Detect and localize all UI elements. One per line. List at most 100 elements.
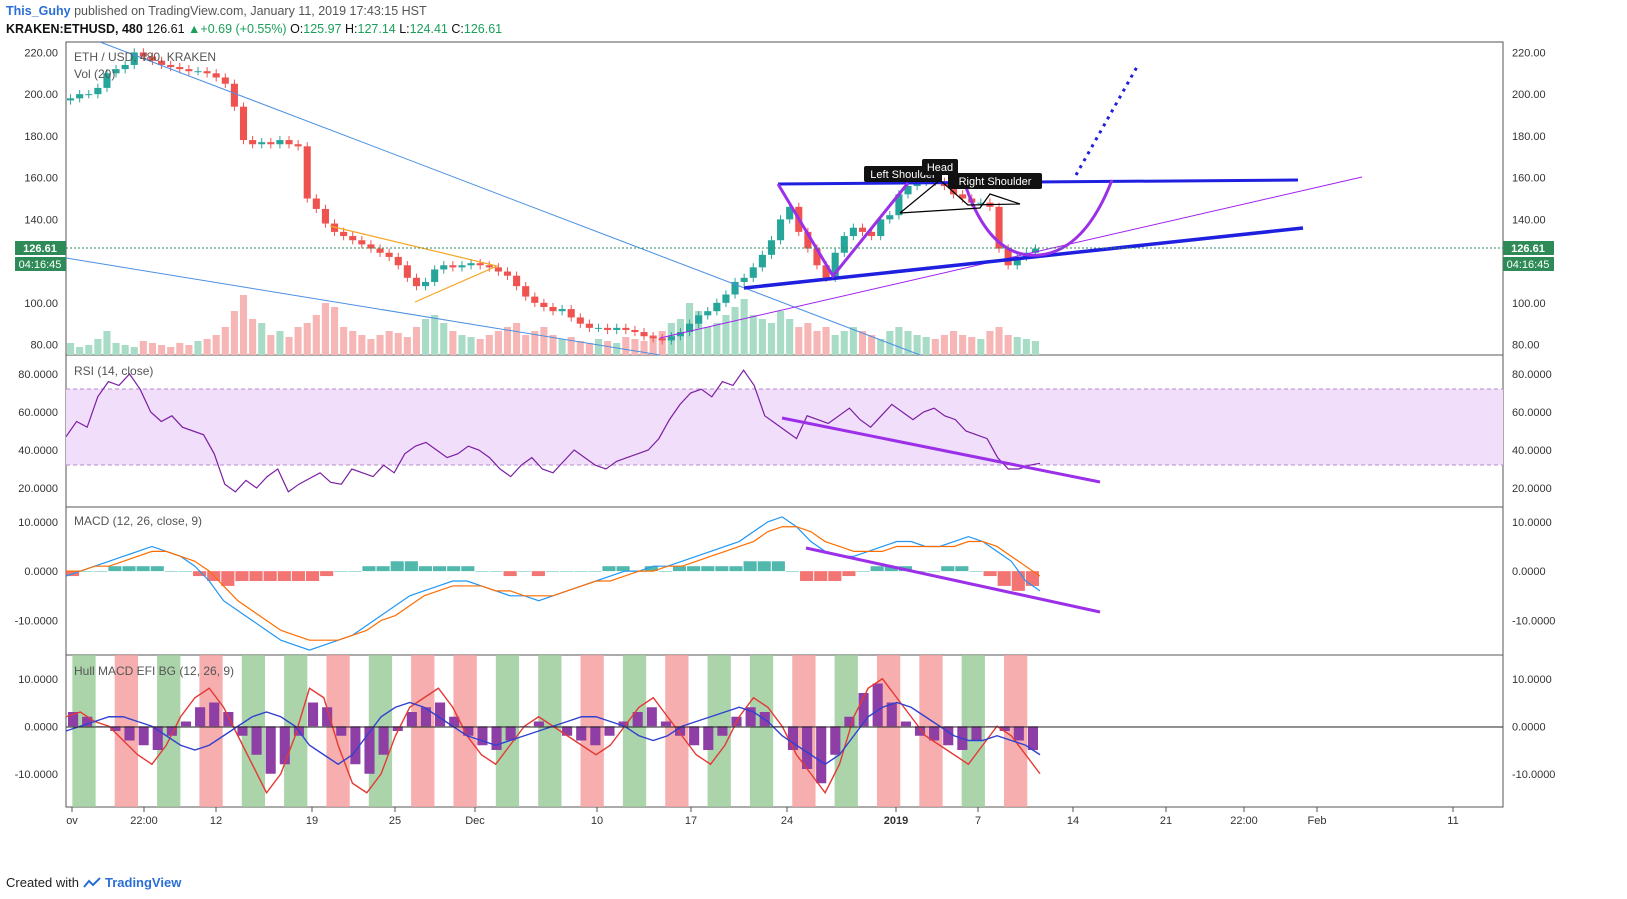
chart-area[interactable]: Left Shoulder Head Right Shoulder ETH / … — [0, 0, 1627, 870]
x-tick-label: 22:00 — [1230, 815, 1258, 827]
candle-body — [549, 307, 557, 312]
candle-body — [1013, 256, 1021, 266]
volume-bar — [376, 335, 384, 355]
signal-line — [66, 526, 1041, 641]
macd-histogram-bar — [771, 561, 785, 572]
price-change: +0.69 (+0.55%) — [200, 22, 287, 36]
macd-histogram-bar — [828, 571, 842, 581]
volume-bar — [130, 347, 138, 355]
drawing-overlays — [65, 41, 1503, 728]
y-tick-right: 0.0000 — [1512, 721, 1546, 733]
downtrend-line-lower — [65, 257, 661, 356]
volume-bar — [239, 295, 248, 355]
candle-body — [777, 219, 785, 241]
candle-body — [431, 269, 439, 282]
volume-bar — [558, 339, 566, 355]
x-tick-label: 24 — [781, 815, 793, 827]
volume-bar — [1022, 339, 1030, 355]
candle-body — [376, 248, 384, 253]
macd-histogram-bar — [235, 571, 249, 581]
y-tick-left: 180.00 — [24, 131, 58, 143]
hull-histogram-bar — [82, 716, 93, 727]
hull-bg-band — [876, 655, 901, 807]
macd-histogram-bar — [461, 566, 475, 572]
hull-bg-band — [622, 655, 647, 807]
candle-body — [394, 256, 402, 266]
candle-body — [676, 332, 684, 337]
y-tick-left: 20.0000 — [18, 483, 58, 495]
volume-bar — [431, 315, 439, 355]
volume-bar — [977, 339, 985, 355]
volume-bar — [467, 337, 475, 355]
candle-body — [622, 327, 630, 330]
candle-body — [594, 327, 603, 329]
macd-histogram-bar — [376, 566, 390, 572]
candle-body — [239, 106, 248, 141]
volume-bar — [740, 299, 748, 355]
candle-body — [112, 69, 120, 74]
hull-histogram-bar — [68, 712, 79, 727]
hull-histogram-bar — [477, 726, 488, 746]
hull-panel-title: Hull MACD EFI BG (12, 26, 9) — [74, 664, 234, 678]
volume-bar — [485, 335, 493, 355]
candle-body — [422, 281, 430, 287]
candle-body — [585, 323, 593, 328]
volume-bar — [904, 331, 912, 355]
ohlc-high-label: H: — [345, 22, 358, 36]
x-tick-label: 7 — [975, 815, 981, 827]
author-link[interactable]: This_Guhy — [6, 4, 71, 18]
candle-body — [631, 329, 639, 333]
ohlc-high: 127.14 — [357, 22, 396, 36]
hull-histogram-bar — [505, 726, 516, 741]
volume-bar — [849, 327, 857, 355]
macd-histogram-bar — [80, 571, 94, 572]
y-tick-left: 0.0000 — [24, 721, 58, 733]
hull-histogram-bar — [914, 726, 926, 736]
candle-body — [167, 64, 175, 68]
y-tick-left: 80.0000 — [18, 369, 58, 381]
volume-bar — [148, 343, 157, 355]
publish-text: published on TradingView.com, January 11… — [74, 4, 427, 18]
hull-histogram-bar — [886, 702, 897, 727]
x-tick-label: 10 — [591, 815, 603, 827]
y-tick-left: 160.00 — [24, 173, 58, 185]
macd-histogram-bar — [150, 566, 164, 572]
volume-bar — [949, 331, 958, 355]
candle-body — [731, 281, 739, 295]
candle-body — [312, 198, 320, 209]
macd-histogram-bar — [927, 571, 941, 572]
rsi-series — [65, 369, 1041, 493]
y-tick-left: 60.0000 — [18, 407, 58, 419]
x-tick-label: ov — [66, 815, 78, 827]
macd-histogram-bar — [1025, 571, 1039, 586]
candle-body — [749, 267, 757, 278]
hull-histogram-bar — [717, 726, 728, 736]
candle-body — [904, 185, 912, 195]
volume-bar — [968, 337, 976, 355]
hull-histogram-bar — [463, 726, 474, 736]
candle-body — [640, 332, 648, 337]
price-tag-right: 126.61 — [1511, 243, 1545, 255]
candle-body — [103, 73, 111, 88]
candle-body — [340, 231, 348, 237]
candle-body — [449, 265, 457, 268]
x-axis: ov 22:00 12 19 25 Dec 10 17 24 2019 7 14 21 22:00 Feb 1… — [66, 807, 1459, 827]
volume-bar — [522, 335, 530, 355]
left-v-shape — [776, 182, 910, 279]
volume-bar — [895, 327, 903, 355]
rsi-band — [66, 389, 1503, 465]
footer-brand[interactable]: TradingView — [104, 875, 182, 890]
candle-body — [494, 267, 502, 272]
hull-histogram-bar — [180, 721, 192, 727]
macd-histogram-bar — [249, 571, 263, 581]
macd-divergence-line — [805, 546, 1101, 614]
macd-histogram-bar — [447, 566, 461, 572]
volume-bar — [922, 337, 930, 355]
x-tick-label: 2019 — [884, 815, 908, 827]
macd-histogram-bar — [616, 566, 630, 572]
macd-histogram-bar — [842, 571, 856, 577]
candle-body — [558, 309, 566, 312]
y-tick-left: 200.00 — [24, 89, 58, 101]
macd-histogram-bar — [602, 566, 616, 572]
candle-body — [349, 236, 357, 241]
